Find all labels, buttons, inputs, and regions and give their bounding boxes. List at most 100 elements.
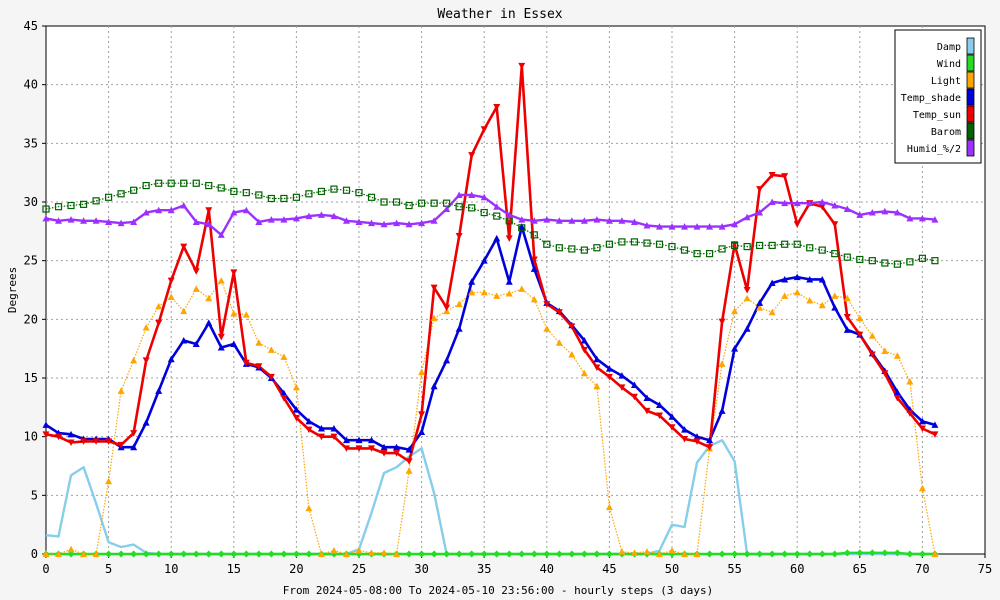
data-point-humid-2 bbox=[342, 217, 350, 224]
data-point-barom bbox=[931, 257, 939, 265]
data-point-light bbox=[368, 549, 376, 556]
data-point-barom bbox=[142, 181, 150, 190]
data-point-barom bbox=[180, 179, 188, 187]
data-point-temp-shade bbox=[518, 223, 526, 230]
data-point-wind bbox=[180, 550, 188, 558]
data-point-barom bbox=[756, 241, 764, 250]
data-point-temp-shade bbox=[192, 340, 200, 347]
data-point-humid-2 bbox=[42, 214, 50, 222]
data-point-barom bbox=[793, 240, 801, 248]
data-point-light bbox=[468, 288, 476, 296]
legend-label-damp: Damp bbox=[937, 42, 961, 53]
data-point-temp-sun bbox=[317, 433, 325, 441]
data-point-barom bbox=[79, 200, 88, 208]
data-point-temp-shade bbox=[455, 325, 463, 332]
data-point-wind bbox=[117, 550, 125, 558]
data-point-temp-shade bbox=[605, 365, 613, 372]
data-point-barom bbox=[418, 199, 426, 207]
legend-swatch-barom bbox=[966, 122, 975, 140]
data-point-wind bbox=[831, 550, 839, 558]
data-point-light bbox=[342, 550, 350, 557]
data-point-temp-sun bbox=[893, 394, 901, 402]
data-point-light bbox=[505, 290, 513, 297]
data-point-barom bbox=[518, 224, 526, 232]
data-point-temp-sun bbox=[768, 172, 776, 179]
data-point-barom bbox=[530, 231, 538, 239]
data-point-humid-2 bbox=[480, 193, 488, 201]
legend: Damp Wind Light Temp_shade Temp_sun Barom Humi… bbox=[894, 29, 982, 164]
data-point-temp-shade bbox=[355, 436, 363, 444]
data-point-temp-shade bbox=[918, 417, 926, 425]
data-point-barom bbox=[668, 242, 676, 251]
data-point-light bbox=[731, 307, 739, 315]
data-point-humid-2 bbox=[568, 217, 576, 224]
data-point-light bbox=[593, 382, 601, 390]
data-point-barom bbox=[104, 193, 113, 201]
data-point-light bbox=[393, 550, 401, 557]
data-point-humid-2 bbox=[368, 219, 376, 227]
data-point-humid-2 bbox=[818, 198, 826, 205]
data-point-temp-sun bbox=[781, 173, 789, 180]
data-point-barom bbox=[380, 198, 388, 206]
data-point-temp-shade bbox=[430, 382, 438, 390]
legend-swatch-light bbox=[966, 71, 975, 89]
data-point-temp-shade bbox=[305, 417, 313, 425]
data-point-wind bbox=[868, 549, 876, 557]
data-point-barom bbox=[568, 245, 576, 253]
data-point-wind bbox=[793, 550, 801, 558]
data-point-wind bbox=[731, 550, 739, 558]
data-point-temp-shade bbox=[418, 428, 426, 435]
data-point-temp-sun bbox=[230, 269, 238, 276]
data-point-humid-2 bbox=[630, 218, 638, 225]
data-point-temp-sun bbox=[305, 426, 313, 434]
data-point-humid-2 bbox=[731, 220, 739, 228]
legend-label-humid-2: Humid_%/2 bbox=[907, 144, 961, 155]
data-point-light bbox=[605, 503, 613, 511]
data-point-humid-2 bbox=[67, 216, 75, 223]
data-point-light bbox=[881, 347, 889, 355]
data-point-humid-2 bbox=[230, 209, 238, 216]
data-point-temp-sun bbox=[418, 411, 426, 418]
data-point-light bbox=[768, 308, 776, 316]
data-point-temp-sun bbox=[793, 221, 801, 228]
data-point-humid-2 bbox=[868, 209, 876, 216]
data-point-humid-2 bbox=[493, 203, 501, 210]
data-point-temp-shade bbox=[618, 372, 626, 379]
data-point-wind bbox=[230, 550, 238, 558]
data-point-temp-sun bbox=[380, 450, 388, 457]
data-point-humid-2 bbox=[117, 219, 125, 227]
data-point-temp-sun bbox=[918, 425, 926, 432]
data-point-temp-shade bbox=[693, 433, 701, 440]
data-point-temp-shade bbox=[731, 345, 739, 352]
x-tick-label: 30 bbox=[414, 562, 428, 576]
data-point-temp-sun bbox=[681, 436, 689, 443]
data-point-barom bbox=[718, 245, 726, 253]
legend-label-light: Light bbox=[931, 76, 961, 87]
data-point-temp-sun bbox=[568, 323, 576, 330]
data-point-humid-2 bbox=[518, 216, 526, 223]
data-point-humid-2 bbox=[668, 223, 676, 230]
data-point-wind bbox=[768, 550, 776, 558]
data-point-barom bbox=[92, 197, 100, 205]
data-point-temp-shade bbox=[130, 443, 138, 451]
x-tick-label: 15 bbox=[227, 562, 241, 576]
x-tick-label: 10 bbox=[164, 562, 178, 576]
data-point-humid-2 bbox=[80, 217, 88, 224]
x-tick-label: 5 bbox=[105, 562, 112, 576]
data-point-wind bbox=[480, 550, 488, 558]
x-tick-label: 75 bbox=[978, 562, 992, 576]
data-point-temp-shade bbox=[743, 325, 751, 332]
data-point-barom bbox=[831, 250, 839, 258]
data-point-humid-2 bbox=[643, 221, 651, 229]
data-point-barom bbox=[392, 198, 401, 206]
data-point-temp-sun bbox=[868, 351, 876, 359]
data-point-wind bbox=[843, 549, 851, 557]
y-tick-label: 25 bbox=[24, 254, 38, 268]
data-point-light bbox=[530, 295, 538, 303]
data-point-light bbox=[255, 339, 263, 346]
data-point-barom bbox=[655, 240, 664, 248]
x-tick-label: 50 bbox=[665, 562, 679, 576]
data-point-temp-shade bbox=[931, 421, 939, 428]
data-point-barom bbox=[493, 212, 501, 220]
data-point-light bbox=[793, 288, 801, 296]
